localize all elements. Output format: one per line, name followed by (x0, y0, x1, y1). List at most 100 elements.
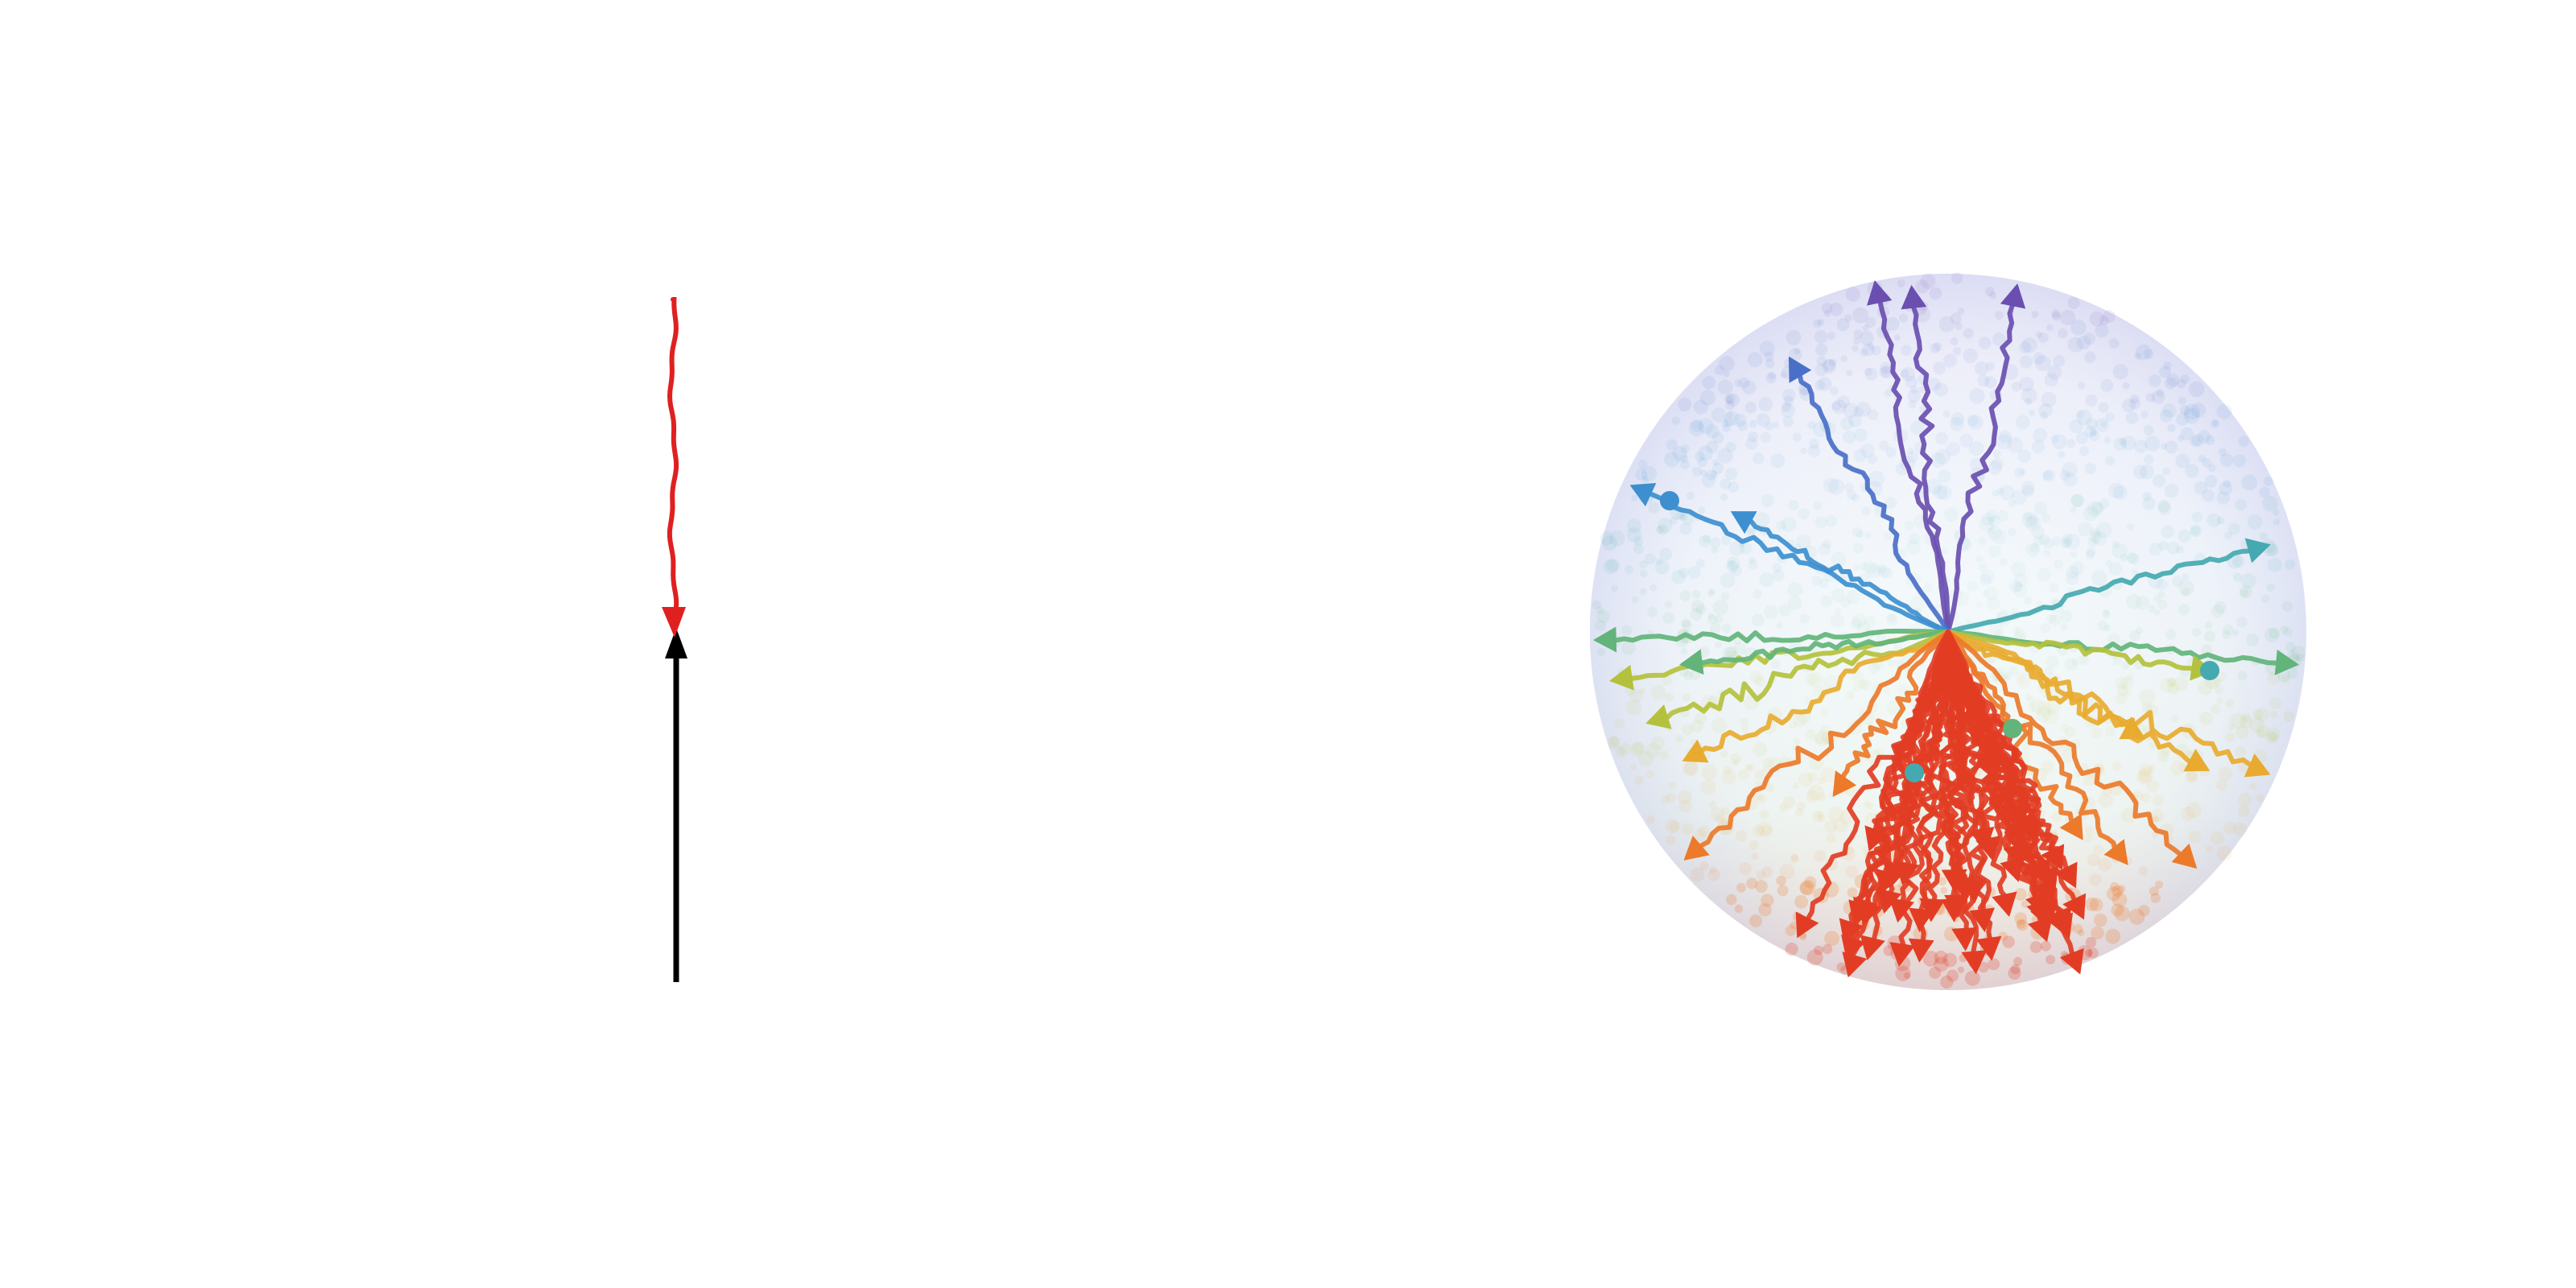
sphere-dot (1946, 442, 1961, 456)
walk-endpoint-dot (1660, 491, 1679, 510)
sphere-dot (1887, 659, 1896, 667)
sphere-dot (1824, 931, 1840, 947)
sphere-dot (2182, 572, 2190, 580)
sphere-dot (2153, 816, 2160, 824)
sphere-dot (1627, 518, 1642, 533)
sphere-dot (2149, 543, 2162, 556)
sphere-dot (1822, 303, 1833, 314)
sphere-dot (1856, 621, 1870, 634)
sphere-dot (1764, 351, 1774, 362)
sphere-dot (1771, 659, 1781, 670)
sphere-dot (2024, 596, 2033, 605)
sphere-dot (1807, 772, 1818, 782)
sphere-dot (1638, 460, 1648, 469)
sphere-dot (2159, 678, 2174, 693)
sphere-dot (2036, 701, 2052, 717)
sphere-dot (2235, 499, 2247, 511)
sphere-dot (1756, 870, 1766, 880)
sphere-dot (1695, 451, 1705, 462)
sphere-dot (2112, 892, 2128, 908)
sphere-dot (2111, 903, 2124, 917)
sphere-dot (1957, 966, 1965, 973)
sphere-dot (1754, 676, 1766, 687)
walk-path-arrowhead (1969, 907, 1995, 932)
walk-path (1873, 283, 1951, 634)
sphere-dot (2065, 572, 2079, 585)
sphere-dot (2140, 793, 2151, 803)
sphere-dot (2160, 443, 2168, 450)
sphere-dot (1638, 750, 1654, 767)
walk-path (1946, 630, 2020, 880)
walk-path (1682, 630, 1951, 667)
sphere-dot (1992, 449, 2001, 458)
sphere-dot (2267, 557, 2282, 572)
sphere-dot (1776, 622, 1783, 630)
sphere-dot (2188, 830, 2202, 844)
sphere-dot (2218, 766, 2233, 782)
walk-path-arrowhead (1789, 356, 1812, 383)
sphere-dot (1814, 733, 1826, 745)
sphere-dot (2017, 449, 2032, 463)
sphere-dot (1782, 415, 1794, 427)
sphere-dot (1715, 814, 1726, 824)
sphere-dot (1734, 378, 1743, 387)
walk-path-arrowhead (1908, 938, 1934, 963)
sphere-dot (1852, 543, 1864, 554)
sphere-dot (2098, 793, 2113, 808)
sphere-dot (1732, 758, 1740, 766)
sphere-dot (1828, 478, 1845, 495)
sphere-dot (1854, 427, 1868, 442)
sphere-dot (2212, 419, 2219, 427)
sphere-dot (1657, 524, 1668, 535)
walk-path (1909, 287, 1951, 634)
sphere-dot (1679, 513, 1688, 522)
sphere-dot (2186, 802, 2202, 819)
sphere-dot (2219, 453, 2234, 467)
sphere-dot (2266, 544, 2279, 556)
sphere-dot (1780, 371, 1788, 379)
walk-path (1632, 485, 1951, 634)
sphere-dot (1963, 348, 1978, 364)
sphere-dot (2027, 696, 2035, 704)
sphere-dot (1825, 514, 1838, 527)
sphere-dot (2095, 324, 2109, 338)
walk-path-arrowhead (1864, 825, 1889, 852)
sphere-dot (1755, 880, 1768, 893)
sphere-dot (2084, 462, 2097, 475)
sphere-dot (1926, 478, 1942, 495)
sphere-dot (1621, 625, 1633, 636)
walk-path-arrowhead (1730, 511, 1757, 535)
sphere-dot (1770, 453, 1785, 469)
sphere-dot (1693, 828, 1707, 842)
sphere-dot (1680, 444, 1690, 454)
sphere-dot (1765, 783, 1775, 793)
sphere-dot (1978, 961, 1989, 973)
sphere-dot (1707, 590, 1715, 597)
sphere-dot (1701, 764, 1718, 781)
sphere-dot (1985, 361, 1996, 371)
sphere-dot (2078, 654, 2090, 666)
walk-path-arrowhead (1867, 280, 1893, 306)
sphere-dot (2241, 712, 2252, 723)
sphere-dot (1714, 365, 1725, 375)
sphere-dot (1910, 386, 1918, 394)
sphere-dot (2175, 545, 2184, 555)
sphere-dot (2232, 555, 2245, 568)
sphere-dot (2043, 470, 2053, 481)
sphere-dot (1975, 555, 1984, 564)
sphere-dot (1725, 646, 1738, 658)
sphere-dot (1974, 361, 1989, 376)
sphere-dot (2210, 419, 2219, 429)
sphere-dot (1988, 958, 2000, 971)
sphere-dot (2126, 551, 2138, 564)
sphere-dot (1724, 393, 1736, 404)
sphere-dot (1811, 811, 1823, 823)
sphere-dot (2030, 699, 2046, 714)
walk-path-arrowhead (2103, 839, 2128, 865)
sphere-dot (2087, 947, 2099, 959)
sphere-dot (1885, 316, 1900, 332)
single-trajectory-panel (662, 297, 687, 982)
sphere-dot (2013, 584, 2028, 598)
sphere-dot (2058, 328, 2068, 339)
sphere-dot (2128, 553, 2140, 565)
